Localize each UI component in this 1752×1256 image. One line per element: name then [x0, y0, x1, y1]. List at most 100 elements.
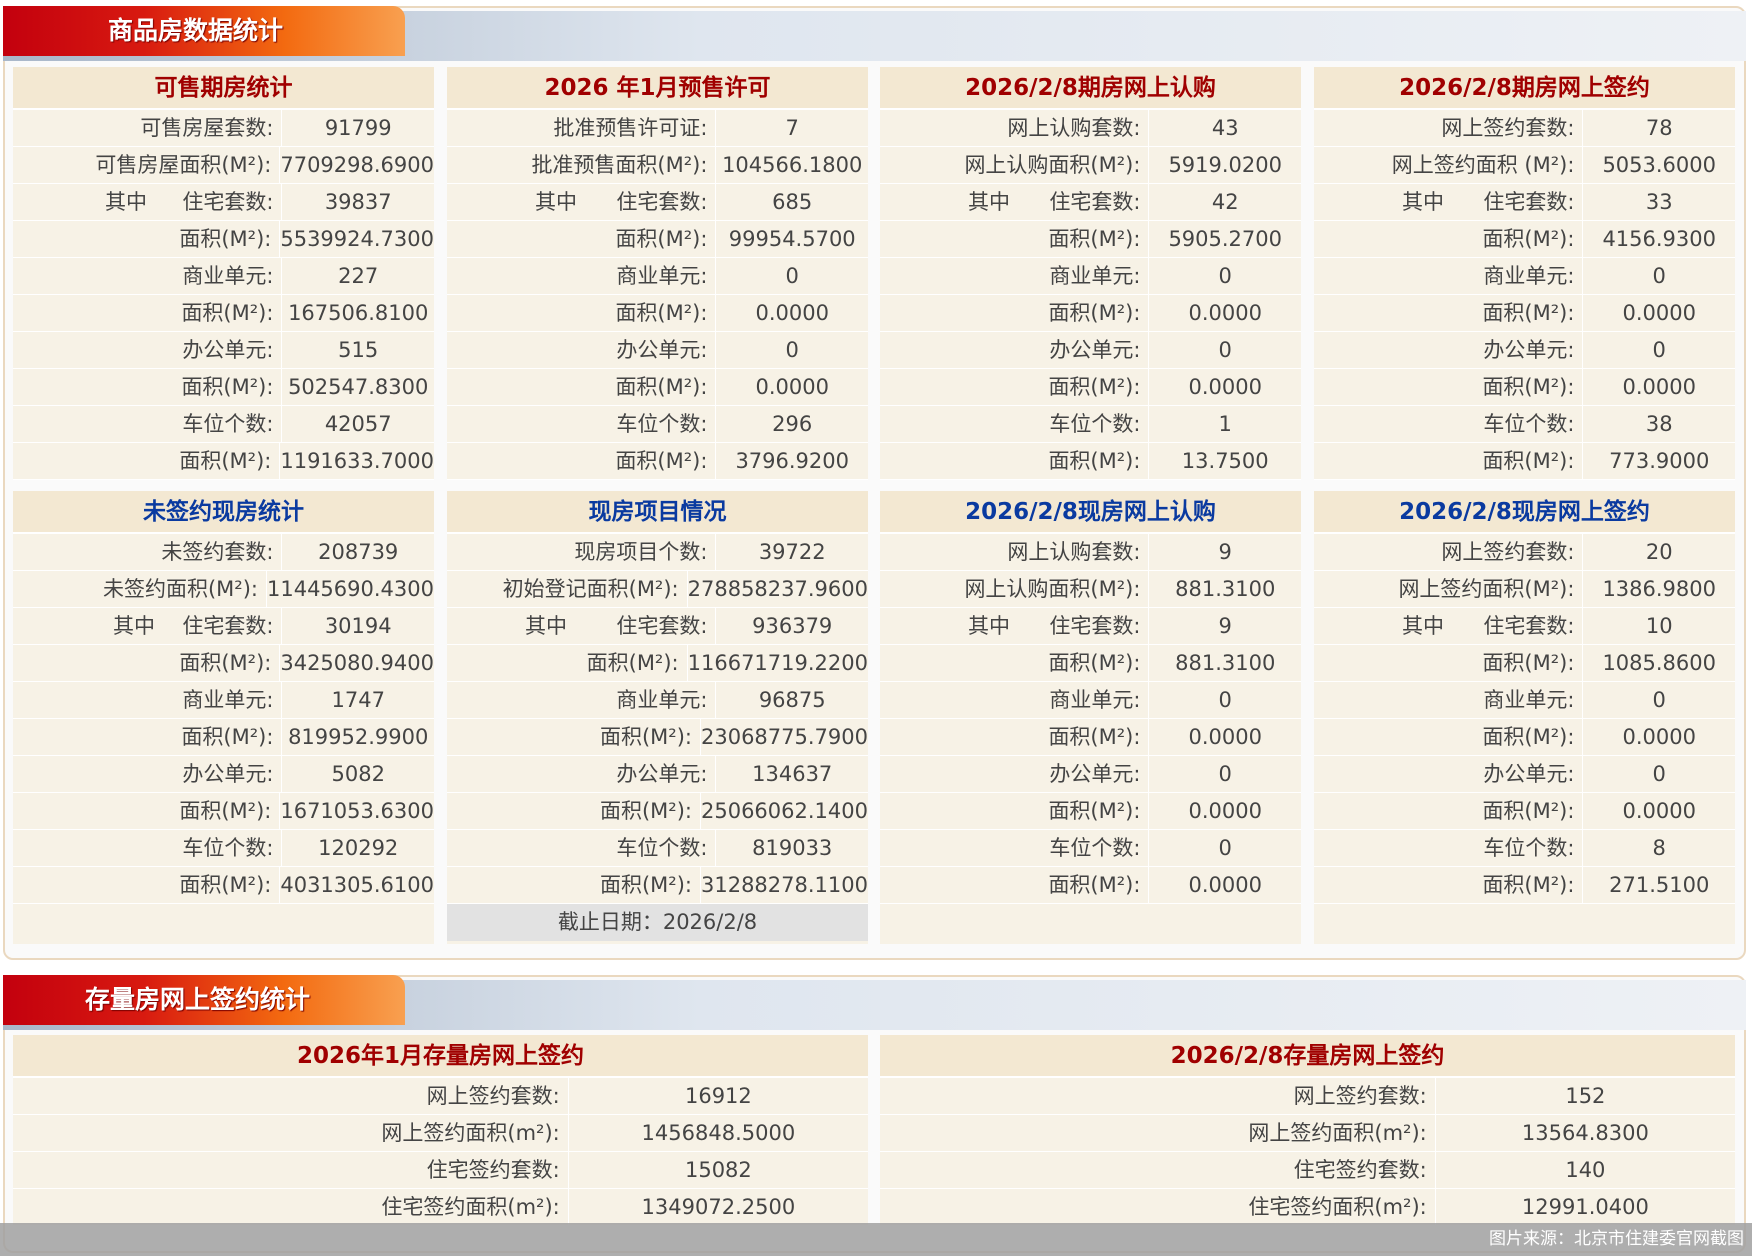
table-row: 面积(M²): 3796.9200 [447, 443, 868, 480]
table-row: 住宅签约面积(m²): 12991.0400 [880, 1189, 1735, 1226]
row-value: 0 [1218, 688, 1232, 712]
row-value: 5539924.7300 [280, 227, 434, 251]
row-value: 0 [1218, 762, 1232, 786]
row-label: 面积(M²): [13, 369, 283, 405]
table-row: 网上签约套数: 16912 [13, 1078, 868, 1115]
row-label: 其中 住宅套数: [1314, 184, 1584, 220]
row-value: 3425080.9400 [280, 651, 434, 675]
resale-panel: 2026/2/8存量房网上签约 网上签约套数: 152 网上签约面积(m²): 1356… [880, 1035, 1735, 1226]
row-label-text: 批准预售许可证: [553, 116, 708, 140]
row-value: 78 [1645, 116, 1673, 140]
table-row: 面积(M²): 0.0000 [880, 867, 1301, 904]
table-row: 面积(M²): 271.5100 [1314, 867, 1735, 904]
row-label: 网上签约套数: [13, 1078, 569, 1114]
row-value: 1386.9800 [1602, 577, 1716, 601]
stats-panel: 2026 年1月预售许可 批准预售许可证: 7 批准预售面积(M²): 104566.1… [447, 67, 868, 480]
row-value: 11445690.4300 [266, 577, 434, 601]
row-label: 办公单元: [1314, 756, 1584, 792]
row-label-text: 办公单元: [182, 338, 274, 362]
row-label: 面积(M²): [880, 369, 1150, 405]
row-label: 车位个数: [447, 406, 717, 442]
panel-title: 2026年1月存量房网上签约 [13, 1035, 868, 1078]
table-row: 面积(M²): 4031305.6100 [13, 867, 434, 904]
row-value: 10 [1645, 614, 1673, 638]
row-label-text: 面积(M²): [1482, 873, 1575, 897]
row-label-text: 网上认购面积(M²): [964, 153, 1141, 177]
row-label: 批准预售许可证: [447, 110, 717, 146]
row-label-text: 车位个数: [616, 836, 708, 860]
table-row: 面积(M²): 0.0000 [880, 369, 1301, 406]
row-value: 0.0000 [1188, 375, 1262, 399]
row-label-text: 面积(M²): [1482, 799, 1575, 823]
table-row: 其中 住宅套数: 685 [447, 184, 868, 221]
table-row: 网上认购套数: 43 [880, 110, 1301, 147]
row-label-text: 商业单元: [182, 688, 274, 712]
row-label: 其中 住宅套数: [880, 184, 1150, 220]
table-row: 其中 住宅套数: 9 [880, 608, 1301, 645]
table-row: 网上签约套数: 20 [1314, 534, 1735, 571]
table-row: 商业单元: 0 [880, 682, 1301, 719]
row-value: 9 [1218, 614, 1232, 638]
row-label: 车位个数: [447, 830, 717, 866]
row-label-text: 办公单元: [182, 762, 274, 786]
row-label-text: 商业单元: [616, 688, 708, 712]
row-label-text: 住宅套数: [1049, 614, 1141, 638]
row-label: 其中 住宅套数: [447, 184, 717, 220]
row-label: 面积(M²): [13, 295, 283, 331]
row-value: 15082 [684, 1158, 752, 1182]
row-value: 30194 [324, 614, 392, 638]
row-label: 商业单元: [13, 682, 283, 718]
row-label-text: 住宅套数: [616, 614, 708, 638]
row-label: 面积(M²): [880, 719, 1150, 755]
row-label-text: 面积(M²): [181, 375, 274, 399]
row-value: 1747 [331, 688, 385, 712]
row-label: 网上认购面积(M²): [880, 571, 1150, 607]
row-label: 住宅签约面积(m²): [13, 1189, 569, 1225]
row-label-text: 面积(M²): [615, 227, 708, 251]
row-value: 5919.0200 [1168, 153, 1282, 177]
row-value: 0.0000 [1188, 873, 1262, 897]
row-prefix: 其中 [525, 614, 567, 638]
row-label: 网上签约面积(M²): [1314, 571, 1584, 607]
row-label-text: 商业单元: [1049, 264, 1141, 288]
row-value: 0 [1652, 264, 1666, 288]
table-row: 可售房屋套数: 91799 [13, 110, 434, 147]
row-value: 12991.0400 [1521, 1195, 1649, 1219]
row-label: 面积(M²): [447, 645, 688, 681]
row-label: 面积(M²): [13, 443, 281, 479]
table-row: 面积(M²): 0.0000 [447, 369, 868, 406]
row-value: 4156.9300 [1602, 227, 1716, 251]
table-row: 其中 住宅套数: 39837 [13, 184, 434, 221]
stats-panel: 2026/2/8期房网上签约 网上签约套数: 78 网上签约面积 (M²): 5053.… [1314, 67, 1735, 480]
section-title-new-housing: 商品房数据统计 [3, 6, 405, 56]
row-value: 31288278.1100 [700, 873, 868, 897]
table-row: 其中 住宅套数: 33 [1314, 184, 1735, 221]
row-label: 面积(M²): [13, 793, 281, 829]
row-value: 38 [1645, 412, 1673, 436]
row-value: 96875 [758, 688, 826, 712]
table-row: 未签约套数: 208739 [13, 534, 434, 571]
row-value: 33 [1645, 190, 1673, 214]
table-row: 车位个数: 8 [1314, 830, 1735, 867]
row-value: 0.0000 [1188, 799, 1262, 823]
table-row: 面积(M²): 5539924.7300 [13, 221, 434, 258]
row-label: 住宅签约套数: [880, 1152, 1436, 1188]
table-row: 网上认购套数: 9 [880, 534, 1301, 571]
table-row: 车位个数: 120292 [13, 830, 434, 867]
row-label: 面积(M²): [447, 295, 717, 331]
row-label: 网上签约面积(m²): [13, 1115, 569, 1151]
table-row: 住宅签约套数: 15082 [13, 1152, 868, 1189]
row-value: 42057 [324, 412, 392, 436]
row-value: 936379 [752, 614, 833, 638]
row-label-text: 面积(M²): [599, 873, 692, 897]
row-value: 0 [785, 264, 799, 288]
row-label: 面积(M²): [1314, 443, 1584, 479]
row-label: 办公单元: [447, 332, 717, 368]
table-row: 面积(M²): 31288278.1100 [447, 867, 868, 904]
row-label: 网上认购套数: [880, 534, 1150, 570]
table-row: 面积(M²): 0.0000 [1314, 295, 1735, 332]
row-value: 9 [1218, 540, 1232, 564]
row-label-text: 网上认购套数: [1007, 540, 1141, 564]
row-label: 面积(M²): [13, 645, 281, 681]
row-label-text: 可售房屋套数: [140, 116, 274, 140]
